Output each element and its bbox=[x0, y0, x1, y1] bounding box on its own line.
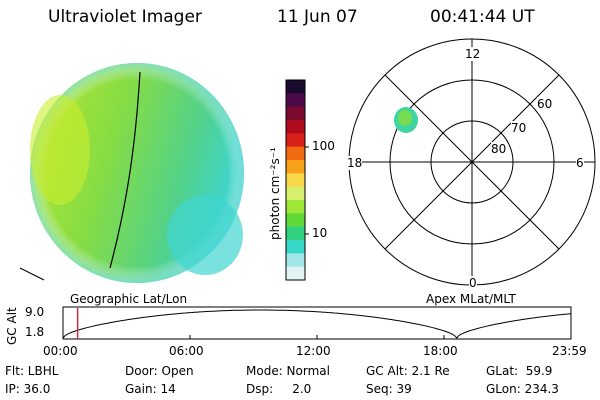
polar-panel-label: Apex MLat/MLT bbox=[426, 292, 516, 306]
polar-diag-2 bbox=[384, 74, 560, 250]
colorbar-segment bbox=[286, 253, 305, 268]
colorbar-segment bbox=[286, 106, 305, 121]
colorbar-segment bbox=[286, 120, 305, 134]
filter-info: Flt: LBHL bbox=[5, 364, 59, 378]
dayside-patch bbox=[167, 195, 243, 275]
colorbar-segment bbox=[286, 186, 305, 201]
mlt-label-12: 12 bbox=[465, 47, 481, 61]
colorbar-tick-label-100: 100 bbox=[312, 139, 335, 153]
door-info: Door: Open bbox=[125, 364, 194, 378]
altitude-xtick-4: 23:59 bbox=[552, 344, 587, 358]
lat-label-80: 80 bbox=[491, 142, 507, 156]
glon-info: GLon: 234.3 bbox=[486, 382, 559, 396]
altitude-ytick-high: 9.0 bbox=[25, 305, 45, 319]
colorbar-tick-label-10: 10 bbox=[312, 226, 328, 240]
date-label: 11 Jun 07 bbox=[277, 7, 358, 27]
altitude-xtick-1: 06:00 bbox=[169, 344, 204, 358]
mode-info: Mode: Normal bbox=[246, 364, 330, 378]
lat-label-70: 70 bbox=[511, 121, 527, 135]
altitude-xtick-3: 18:00 bbox=[423, 344, 458, 358]
glat-info: GLat: 59.9 bbox=[486, 364, 553, 378]
altitude-xtick-0: 00:00 bbox=[43, 344, 78, 358]
colorbar-segment bbox=[286, 93, 305, 108]
colorbar-segment bbox=[286, 240, 305, 254]
altitude-curve bbox=[62, 309, 572, 339]
auroral-spot-core bbox=[398, 110, 412, 126]
altitude-xtick-2: 12:00 bbox=[296, 344, 331, 358]
colorbar-segment bbox=[286, 133, 305, 148]
ip-info: IP: 36.0 bbox=[5, 382, 51, 396]
lat-label-60: 60 bbox=[537, 97, 553, 111]
colorbar-segment bbox=[286, 226, 305, 241]
time-label: 00:41:44 UT bbox=[430, 7, 535, 27]
colorbar-segment bbox=[286, 173, 305, 188]
mlt-label-6: 6 bbox=[576, 156, 584, 170]
seq-info: Seq: 39 bbox=[366, 382, 412, 396]
colorbar-segment bbox=[286, 146, 305, 161]
altitude-ylabel: GC Alt bbox=[5, 307, 19, 345]
dsp-info: Dsp: 2.0 bbox=[246, 382, 312, 396]
colorbar-segment bbox=[286, 160, 305, 174]
geo-panel-label: Geographic Lat/Lon bbox=[70, 292, 188, 306]
sun-direction-line bbox=[19, 267, 45, 281]
colorbar-segment bbox=[286, 266, 305, 281]
colorbar-segment bbox=[286, 80, 305, 94]
colorbar-frame bbox=[285, 79, 306, 281]
terminator-line bbox=[109, 71, 141, 269]
mlt-label-0: 0 bbox=[469, 276, 477, 290]
gc-alt-info: GC Alt: 2.1 Re bbox=[366, 364, 450, 378]
altitude-ytick-low: 1.8 bbox=[25, 325, 45, 339]
bright-patch bbox=[30, 95, 90, 205]
instrument-title: Ultraviolet Imager bbox=[48, 7, 202, 27]
mlt-label-18: 18 bbox=[347, 156, 363, 170]
gain-info: Gain: 14 bbox=[125, 382, 176, 396]
colorbar-segment bbox=[286, 200, 305, 214]
colorbar-segment bbox=[286, 213, 305, 228]
